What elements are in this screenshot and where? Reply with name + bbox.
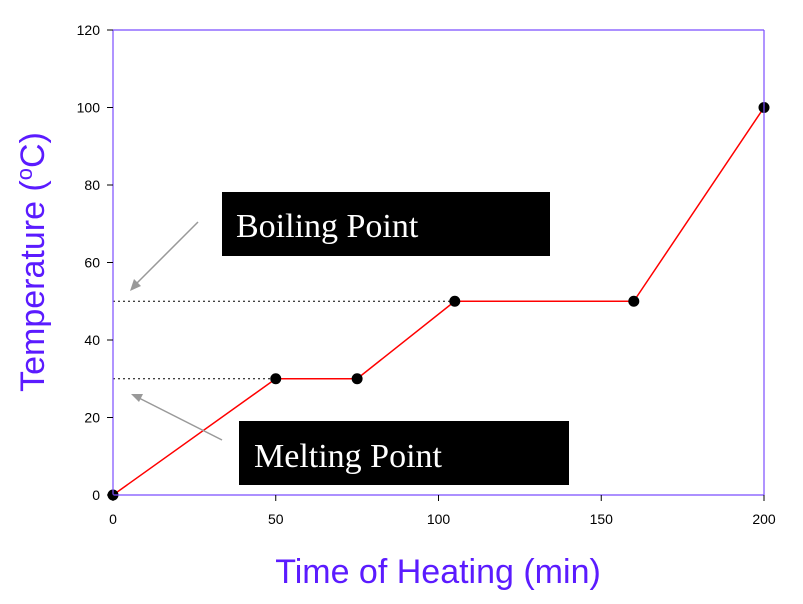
data-point: [628, 295, 640, 307]
data-point: [270, 373, 282, 385]
boiling-point-label: Boiling Point: [236, 208, 419, 245]
y-axis-title-superscript: o: [12, 168, 37, 180]
y-tick-label: 0: [92, 487, 100, 503]
y-tick-label: 100: [77, 100, 101, 116]
x-tick-label: 150: [590, 511, 614, 527]
boiling-point-arrowhead: [130, 279, 141, 291]
y-tick-label: 80: [84, 177, 100, 193]
melting-point-annotation: Melting Point: [131, 394, 569, 485]
y-axis-title: Temperature (oC): [12, 132, 52, 392]
boiling-point-arrow: [133, 221, 199, 287]
boiling-point-box: [222, 192, 550, 256]
x-tick-label: 100: [427, 511, 451, 527]
melting-point-arrow: [136, 396, 223, 441]
y-tick-label: 20: [84, 410, 100, 426]
series-line: [112, 107, 765, 496]
melting-point-label: Melting Point: [254, 438, 443, 475]
reference-lines: [113, 300, 455, 380]
boiling-point-annotation: Boiling Point: [130, 192, 550, 291]
y-tick-label: 40: [84, 332, 100, 348]
melting-point-box: [239, 421, 569, 485]
melting-point-arrowhead: [131, 394, 143, 402]
y-tick-label: 120: [77, 22, 101, 38]
data-point: [351, 373, 363, 385]
ticks-layer: 0 50 100 150 200 0 20 40 60 80 100 120: [77, 22, 776, 527]
y-axis-title-main: Temperature (: [14, 180, 52, 392]
x-tick-label: 0: [109, 511, 117, 527]
data-point: [449, 295, 461, 307]
x-tick-label: 50: [268, 511, 284, 527]
x-axis-title: Time of Heating (min): [275, 553, 601, 591]
y-tick-label: 60: [84, 255, 100, 271]
y-axis-title-end: C): [14, 132, 52, 168]
x-tick-label: 200: [752, 511, 776, 527]
